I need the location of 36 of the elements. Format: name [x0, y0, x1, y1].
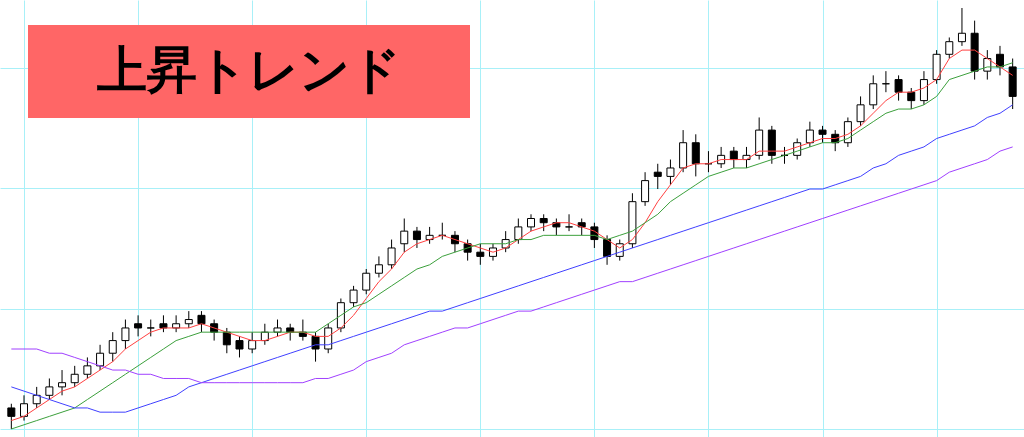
candlestick [856, 95, 865, 127]
candlestick [7, 403, 16, 430]
candlestick [108, 331, 117, 363]
candlestick [412, 226, 421, 249]
candlestick [666, 159, 675, 186]
candlestick [641, 171, 650, 207]
candlestick [20, 394, 29, 422]
candlestick [514, 218, 523, 245]
candlestick [957, 7, 966, 47]
candlestick [197, 310, 206, 333]
candlestick [565, 213, 574, 232]
candlestick [894, 74, 903, 102]
candlestick [945, 36, 954, 60]
candlestick [805, 121, 814, 148]
candlestick [729, 146, 738, 169]
candlestick [919, 70, 928, 106]
candlestick [121, 319, 130, 350]
candlestick [58, 369, 67, 396]
candlestick [45, 377, 54, 401]
candlestick [653, 163, 662, 190]
candlestick [362, 268, 371, 295]
candlestick [96, 344, 105, 371]
candlestick [70, 365, 79, 388]
text: 上昇トレンド [96, 41, 401, 99]
candlestick [400, 218, 409, 253]
candlestick [387, 239, 396, 270]
candlestick [248, 331, 257, 354]
candlestick [235, 335, 244, 358]
candlestick [134, 314, 143, 337]
candlestick [83, 356, 92, 379]
candlestick [907, 87, 916, 110]
candlestick [374, 255, 383, 278]
candlestick [691, 133, 700, 177]
candlestick [476, 243, 485, 266]
candlestick [869, 74, 878, 110]
candlestick [349, 285, 358, 308]
